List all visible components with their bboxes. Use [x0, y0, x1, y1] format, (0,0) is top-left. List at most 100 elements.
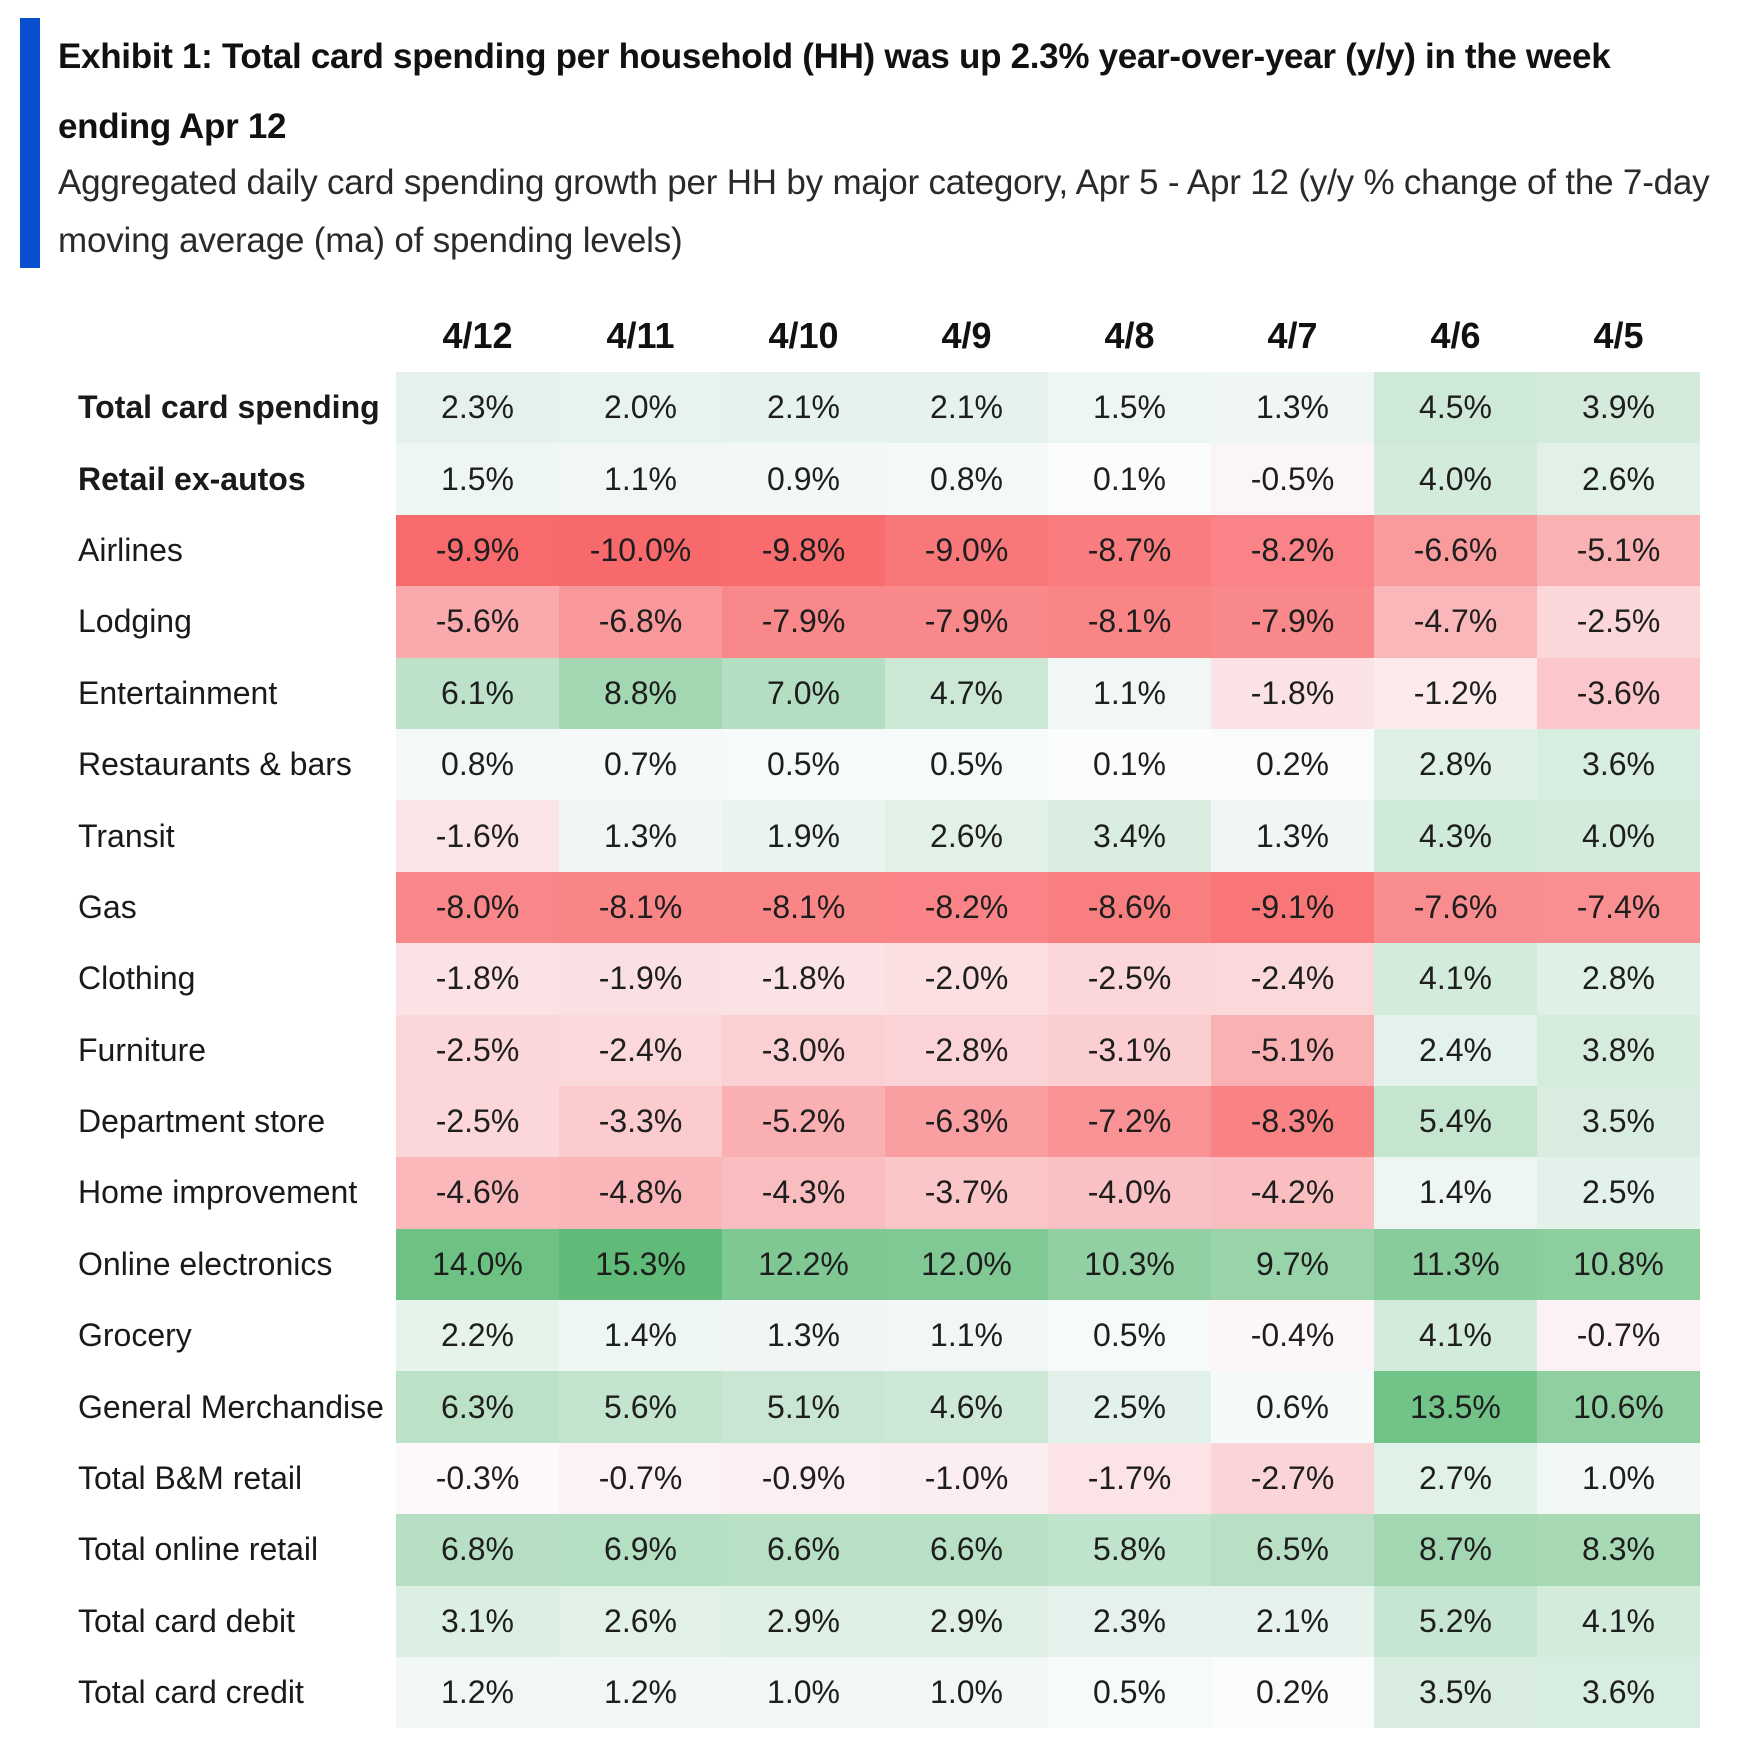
heatmap-cell: -6.3%	[885, 1085, 1048, 1158]
heatmap-cell: 0.8%	[396, 728, 559, 801]
heatmap-cell: -2.5%	[396, 1014, 559, 1086]
heatmap-cell: 12.2%	[722, 1228, 885, 1301]
table-row: Entertainment 6.1% 8.8% 7.0% 4.7% 1.1% -1.8% -1…	[60, 657, 1700, 729]
heatmap-cell: 2.9%	[885, 1585, 1048, 1658]
heatmap-cell: -7.4%	[1537, 871, 1700, 944]
heatmap-cell: -9.1%	[1211, 871, 1374, 944]
heatmap-cell: -5.2%	[722, 1085, 885, 1158]
chart-title: Exhibit 1: Total card spending per house…	[58, 37, 1611, 146]
heatmap-cell: 0.1%	[1048, 728, 1211, 801]
table-row: Online electronics 14.0% 15.3% 12.2% 12.0% 10…	[60, 1228, 1700, 1301]
accent-bar	[20, 18, 40, 268]
row-label: Furniture	[78, 1031, 207, 1068]
heatmap-cell: 8.8%	[559, 657, 722, 729]
heatmap-cell: 1.1%	[559, 443, 722, 515]
heatmap-cell: 1.0%	[722, 1657, 885, 1729]
table-row: Total card credit 1.2% 1.2% 1.0% 1.0% 0.5% 0.2…	[60, 1657, 1700, 1729]
heatmap-cell: 0.6%	[1211, 1371, 1374, 1443]
heatmap-cell: 5.2%	[1374, 1585, 1537, 1658]
header-corner	[60, 300, 396, 372]
column-header: 4/10	[768, 315, 839, 356]
heatmap-cell: 0.7%	[559, 728, 722, 801]
row-label: Total card debit	[78, 1602, 296, 1639]
heatmap-cell: 4.0%	[1537, 800, 1700, 872]
heatmap-cell: -4.7%	[1374, 586, 1537, 658]
heatmap-cell: 1.9%	[722, 800, 885, 872]
heatmap-cell: -3.6%	[1537, 657, 1700, 729]
heatmap-cell: 2.1%	[722, 372, 885, 444]
heatmap-cell: -7.9%	[722, 586, 885, 658]
heatmap-cell: -0.5%	[1211, 443, 1374, 515]
heatmap-cell: 8.3%	[1537, 1514, 1700, 1586]
table-row: Gas -8.0% -8.1% -8.1% -8.2% -8.6% -9.1% -7.6% -7…	[60, 871, 1700, 944]
heatmap-cell: 1.1%	[885, 1300, 1048, 1372]
heatmap-cell: -9.0%	[885, 514, 1048, 587]
heatmap-cell: 4.5%	[1374, 372, 1537, 444]
heatmap-cell: -0.4%	[1211, 1300, 1374, 1372]
heatmap-cell: -8.1%	[1048, 586, 1211, 658]
heatmap-cell: -7.6%	[1374, 871, 1537, 944]
heatmap-cell: -7.9%	[1211, 586, 1374, 658]
heatmap-cell: -4.0%	[1048, 1157, 1211, 1229]
heatmap-cell: -3.1%	[1048, 1014, 1211, 1086]
heatmap-cell: -3.3%	[559, 1085, 722, 1158]
heatmap-cell: 12.0%	[885, 1228, 1048, 1301]
heatmap-cell: 0.5%	[1048, 1300, 1211, 1372]
heatmap-cell: -8.1%	[559, 871, 722, 944]
heatmap-cell: -2.5%	[1048, 943, 1211, 1015]
row-label: Entertainment	[78, 674, 278, 711]
heatmap-cell: 8.7%	[1374, 1514, 1537, 1586]
heatmap-cell: 0.2%	[1211, 1657, 1374, 1729]
heatmap-cell: 2.2%	[396, 1300, 559, 1372]
row-label: General Merchandise	[78, 1388, 384, 1425]
table-row: Restaurants & bars 0.8% 0.7% 0.5% 0.5% 0.1% 0.…	[60, 728, 1700, 801]
heatmap-cell: 11.3%	[1374, 1228, 1537, 1301]
table-row: Home improvement -4.6% -4.8% -4.3% -3.7% -4.0…	[60, 1157, 1700, 1229]
heatmap-cell: -1.8%	[1211, 657, 1374, 729]
heatmap-cell: -0.7%	[559, 1442, 722, 1515]
row-label: Total card spending	[78, 389, 380, 426]
heatmap-cell: -1.8%	[722, 943, 885, 1015]
heatmap-cell: 6.6%	[885, 1514, 1048, 1586]
heatmap-cell: 2.7%	[1374, 1442, 1537, 1515]
row-label: Clothing	[78, 960, 196, 997]
heatmap-cell: -5.6%	[396, 586, 559, 658]
heatmap-cell: 0.5%	[722, 728, 885, 801]
heatmap-cell: 0.9%	[722, 443, 885, 515]
heatmap-cell: 2.9%	[722, 1585, 885, 1658]
table-row: Retail ex-autos 1.5% 1.1% 0.9% 0.8% 0.1% -0.5%…	[60, 443, 1700, 515]
heatmap-cell: 2.5%	[1048, 1371, 1211, 1443]
table-row: Furniture -2.5% -2.4% -3.0% -2.8% -3.1% -5.1% 2…	[60, 1014, 1700, 1086]
heatmap-cell: -8.2%	[885, 871, 1048, 944]
heatmap-cell: -2.8%	[885, 1014, 1048, 1086]
heatmap-cell: 2.6%	[885, 800, 1048, 872]
heatmap-cell: 0.2%	[1211, 728, 1374, 801]
heatmap-cell: -2.4%	[1211, 943, 1374, 1015]
heatmap-cell: 4.1%	[1537, 1585, 1700, 1658]
heatmap-cell: 1.5%	[1048, 372, 1211, 444]
table-row: Department store -2.5% -3.3% -5.2% -6.3% -7.2…	[60, 1085, 1700, 1158]
table-row: Total card debit 3.1% 2.6% 2.9% 2.9% 2.3% 2.1%…	[60, 1585, 1700, 1658]
heatmap-cell: 4.1%	[1374, 1300, 1537, 1372]
heatmap-cell: 2.6%	[1537, 443, 1700, 515]
heatmap-cell: 1.0%	[885, 1657, 1048, 1729]
heatmap-cell: 1.3%	[1211, 372, 1374, 444]
heatmap-cell: -8.1%	[722, 871, 885, 944]
heatmap-cell: 3.6%	[1537, 728, 1700, 801]
heatmap-cell: 0.8%	[885, 443, 1048, 515]
table-row: Grocery 2.2% 1.4% 1.3% 1.1% 0.5% -0.4% 4.1% -0.7…	[60, 1300, 1700, 1372]
heatmap-cell: 0.5%	[885, 728, 1048, 801]
row-label: Total card credit	[78, 1674, 304, 1711]
heatmap-cell: 1.1%	[1048, 657, 1211, 729]
column-header: 4/5	[1593, 315, 1644, 356]
chart-subtitle: Aggregated daily card spending growth pe…	[58, 163, 1710, 260]
heatmap-cell: -6.8%	[559, 586, 722, 658]
heatmap-cell: 1.5%	[396, 443, 559, 515]
heatmap-table: 4/12 4/11 4/10 4/9 4/8 4/7 4/6 4/5 Total card s…	[60, 300, 1700, 1729]
heatmap-cell: -4.6%	[396, 1157, 559, 1229]
heatmap-cell: 10.3%	[1048, 1228, 1211, 1301]
heatmap-cell: 2.0%	[559, 372, 722, 444]
heatmap-cell: 5.4%	[1374, 1085, 1537, 1158]
column-header: 4/11	[606, 315, 675, 356]
heatmap-cell: -2.0%	[885, 943, 1048, 1015]
